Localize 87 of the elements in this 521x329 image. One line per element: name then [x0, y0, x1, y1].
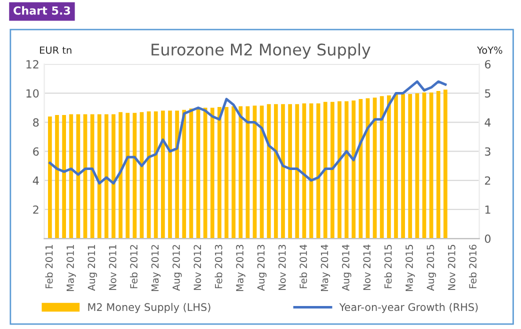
bar	[76, 114, 80, 239]
bar	[154, 111, 158, 239]
x-tick-label: Feb 2014	[299, 244, 307, 288]
x-tick-label: Feb 2012	[130, 245, 138, 288]
x-tick-label: Aug 2015	[426, 244, 436, 291]
bar	[281, 104, 285, 239]
x-tick-label: May 2014	[320, 244, 330, 292]
bar	[175, 110, 179, 239]
bar	[69, 114, 74, 239]
y2-tick-label: 0	[484, 234, 491, 243]
x-tick-label: Feb 2016	[468, 244, 476, 288]
bar	[302, 103, 306, 239]
x-tick-label: Feb 2015	[384, 244, 392, 288]
y-tick-label: 4	[32, 176, 39, 185]
x-tick-label: Feb 2013	[214, 244, 222, 288]
bar	[168, 110, 172, 239]
x-tick-label: Nov 2013	[278, 244, 286, 290]
bar	[443, 90, 448, 239]
bar	[224, 107, 228, 239]
y2-tick-label: 6	[484, 60, 491, 69]
x-tick-label: Nov 2015	[448, 244, 456, 290]
y2-tick-label: 4	[484, 118, 491, 126]
bar	[386, 95, 391, 239]
y-tick-label: 2	[33, 205, 38, 214]
bar	[232, 106, 236, 239]
bar	[330, 102, 334, 239]
y2-tick-label: 3	[485, 147, 490, 156]
bar	[182, 110, 186, 239]
bar	[189, 108, 194, 239]
x-tick-label: May 2011	[66, 244, 76, 292]
y2-tick-label: 2	[484, 176, 490, 185]
bar	[210, 108, 214, 239]
bar	[323, 102, 328, 239]
bar	[97, 114, 102, 239]
y-axis-title: EUR tn	[40, 46, 72, 54]
x-tick-label: Aug 2011	[88, 244, 98, 291]
bar	[104, 114, 108, 239]
bar	[288, 104, 292, 239]
y-tick-label: 6	[33, 147, 39, 156]
bar	[266, 104, 271, 239]
y-tick-label: 10	[26, 89, 39, 98]
bar	[415, 93, 420, 239]
bar	[90, 114, 94, 239]
bar	[401, 94, 405, 239]
bar	[112, 114, 116, 239]
x-tick-label: Nov 2014	[363, 244, 371, 290]
bar	[352, 100, 356, 239]
bar	[295, 104, 300, 239]
y2-axis-title: YoY%	[476, 46, 502, 54]
bar	[380, 96, 384, 239]
bar	[217, 107, 222, 239]
bar	[238, 106, 243, 239]
x-tick-label: Aug 2013	[257, 244, 267, 291]
bar	[126, 112, 130, 239]
bar	[160, 110, 165, 239]
line-series	[48, 80, 447, 185]
y-tick-label: 12	[26, 60, 38, 68]
bar	[118, 112, 122, 239]
bar	[246, 106, 250, 239]
bar	[48, 116, 52, 239]
x-tick-label: May 2015	[406, 244, 415, 292]
x-tick-label: Nov 2012	[194, 245, 202, 290]
x-tick-label: May 2013	[236, 244, 246, 292]
bar	[55, 115, 59, 239]
bar	[436, 91, 440, 239]
bar	[344, 101, 348, 239]
x-tick-label: Aug 2014	[342, 244, 352, 291]
y2-tick-label: 1	[485, 206, 490, 214]
legend-label: M2 Money Supply (LHS)	[88, 302, 210, 314]
chart-title: Eurozone M2 Money Supply	[152, 43, 370, 59]
bar	[62, 115, 66, 239]
y-tick-label: 8	[33, 118, 39, 127]
legend-label: Year-on-year Growth (RHS)	[339, 302, 478, 314]
bar	[274, 104, 278, 239]
caption: Chart 5.3	[14, 6, 70, 15]
bar	[429, 92, 434, 239]
bar	[132, 112, 137, 239]
x-tick-label: Nov 2011	[108, 244, 116, 290]
bar	[394, 94, 398, 239]
bar	[422, 92, 426, 239]
bar	[358, 99, 363, 239]
bar	[338, 101, 342, 239]
x-tick-label: Aug 2012	[172, 245, 182, 291]
x-tick-label: Feb 2011	[45, 244, 53, 288]
bar	[408, 94, 412, 239]
x-tick-label: May 2012	[151, 245, 161, 292]
y2-tick-label: 5	[485, 89, 490, 98]
